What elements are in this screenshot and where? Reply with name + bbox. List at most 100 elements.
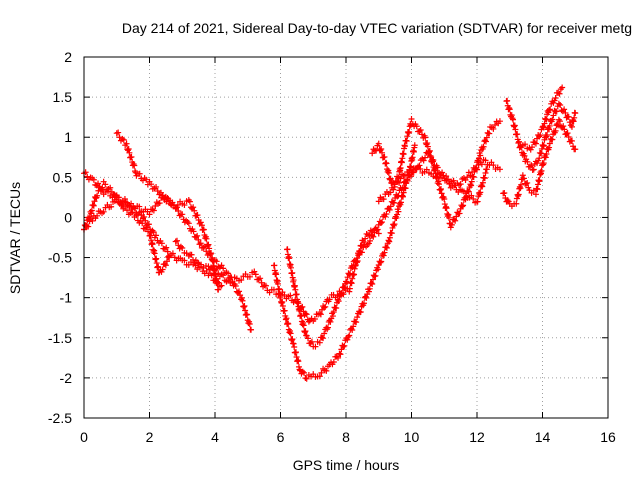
data-point (229, 278, 236, 285)
data-point (549, 116, 556, 123)
data-point (90, 202, 97, 209)
data-point (113, 130, 120, 137)
data-point (238, 276, 245, 283)
data-point (545, 109, 552, 116)
data-point (195, 236, 202, 243)
x-tick-label: 6 (277, 429, 285, 445)
data-point (395, 208, 402, 215)
data-point (330, 308, 337, 315)
data-point (490, 162, 497, 169)
data-point (197, 240, 204, 247)
data-point (386, 206, 393, 213)
data-point (568, 123, 575, 130)
data-point (396, 203, 403, 210)
data-point (464, 174, 471, 181)
data-point (303, 332, 310, 339)
data-point (194, 232, 201, 239)
data-point (417, 127, 424, 134)
data-point (374, 226, 381, 233)
data-point (470, 174, 477, 181)
data-point (557, 101, 564, 108)
data-point (411, 142, 418, 149)
data-point (463, 193, 470, 200)
series-arc-10 (375, 156, 503, 205)
data-point (129, 209, 136, 216)
data-point (172, 238, 179, 245)
data-point (367, 237, 374, 244)
data-point (122, 198, 129, 205)
data-point (546, 122, 553, 129)
data-point (370, 276, 377, 283)
data-point (347, 270, 354, 277)
data-point (388, 230, 395, 237)
data-point (327, 318, 334, 325)
data-point (490, 125, 497, 132)
data-point (379, 219, 386, 226)
data-point (126, 149, 133, 156)
data-point (322, 303, 329, 310)
data-point (131, 205, 138, 212)
data-point (164, 194, 171, 201)
data-point (153, 183, 160, 190)
data-point (149, 241, 156, 248)
data-point (383, 160, 390, 167)
data-point (100, 208, 107, 215)
data-point (338, 289, 345, 296)
data-point (444, 176, 451, 183)
data-point (287, 264, 294, 271)
data-point (232, 283, 239, 290)
data-point (213, 258, 220, 265)
x-tick-label: 2 (146, 429, 154, 445)
data-point (515, 191, 522, 198)
y-tick-label: -1 (60, 290, 73, 306)
data-point (467, 181, 474, 188)
data-point (302, 310, 309, 317)
data-point (424, 140, 431, 147)
data-point (547, 106, 554, 113)
data-point (94, 192, 101, 199)
data-point (283, 315, 290, 322)
data-point (482, 157, 489, 164)
data-point (153, 199, 160, 206)
series-arc-3 (81, 196, 225, 290)
data-point (546, 126, 553, 133)
data-point (564, 130, 571, 137)
data-point (556, 90, 563, 97)
data-point (468, 182, 475, 189)
data-point (205, 263, 212, 270)
data-point (299, 368, 306, 375)
data-point (546, 144, 553, 151)
data-point (240, 303, 247, 310)
data-point (358, 249, 365, 256)
data-point (399, 193, 406, 200)
data-point (279, 302, 286, 309)
data-point (340, 283, 347, 290)
x-tick-label: 10 (404, 429, 420, 445)
data-point (191, 207, 198, 214)
data-point (375, 230, 382, 237)
data-point (90, 201, 97, 208)
data-point (196, 241, 203, 248)
data-point (308, 338, 315, 345)
data-point (91, 198, 98, 205)
series-arc-4 (113, 129, 255, 333)
data-point (555, 100, 562, 107)
data-point (329, 313, 336, 320)
data-point (98, 185, 105, 192)
data-point (321, 330, 328, 337)
series-arc-8 (284, 149, 490, 350)
data-point (239, 297, 246, 304)
data-point (437, 187, 444, 194)
data-point (452, 217, 459, 224)
data-point (346, 332, 353, 339)
data-point (396, 200, 403, 207)
data-point (424, 143, 431, 150)
data-point (479, 183, 486, 190)
data-point (410, 169, 417, 176)
data-point (208, 264, 215, 271)
data-point (305, 335, 312, 342)
data-point (408, 116, 415, 123)
data-point (297, 367, 304, 374)
data-point (176, 212, 183, 219)
